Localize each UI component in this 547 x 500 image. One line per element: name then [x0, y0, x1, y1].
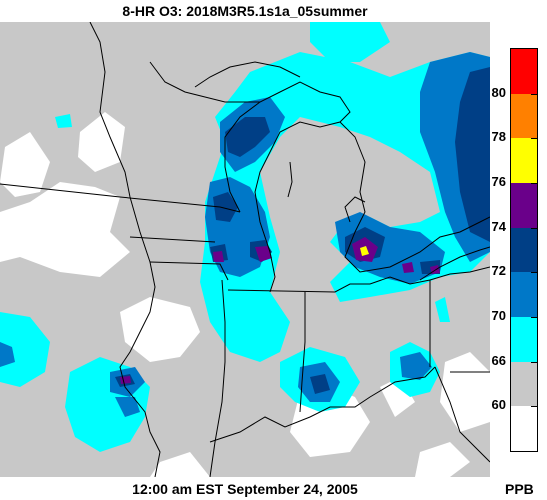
legend-unit: PPB — [505, 481, 534, 497]
legend-label: 80 — [491, 84, 506, 100]
legend-swatch — [511, 406, 537, 451]
legend-swatch — [511, 361, 537, 407]
legend-tick — [531, 317, 537, 318]
map-title: 8-HR O3: 2018M3R5.1s1a_05summer — [122, 3, 368, 19]
legend-label: 74 — [491, 218, 506, 234]
yellow-hotspot — [360, 246, 369, 256]
legend-label: 78 — [491, 129, 506, 145]
legend-tick — [531, 272, 537, 274]
legend-label: 70 — [491, 308, 506, 323]
legend-swatch — [511, 317, 537, 362]
legend-tick — [531, 183, 537, 184]
legend-label: 72 — [491, 263, 506, 279]
legend-swatch — [511, 227, 537, 273]
legend-swatch — [511, 49, 537, 94]
legend-swatch — [511, 138, 537, 183]
state-boundaries — [0, 22, 490, 477]
legend-colorbar — [510, 48, 538, 452]
legend-label: 66 — [491, 352, 506, 368]
legend-tick — [531, 227, 537, 229]
ozone-map — [0, 22, 490, 477]
legend-swatch — [511, 93, 537, 139]
legend-tick — [531, 406, 537, 408]
timestamp: 12:00 am EST September 24, 2005 — [132, 481, 358, 497]
legend-tick — [531, 361, 537, 363]
legend-label: 76 — [491, 174, 506, 189]
legend-swatch — [511, 183, 537, 228]
legend-label: 60 — [491, 397, 506, 413]
legend-tick — [531, 138, 537, 140]
legend-tick — [531, 93, 537, 95]
legend-swatch — [511, 272, 537, 317]
